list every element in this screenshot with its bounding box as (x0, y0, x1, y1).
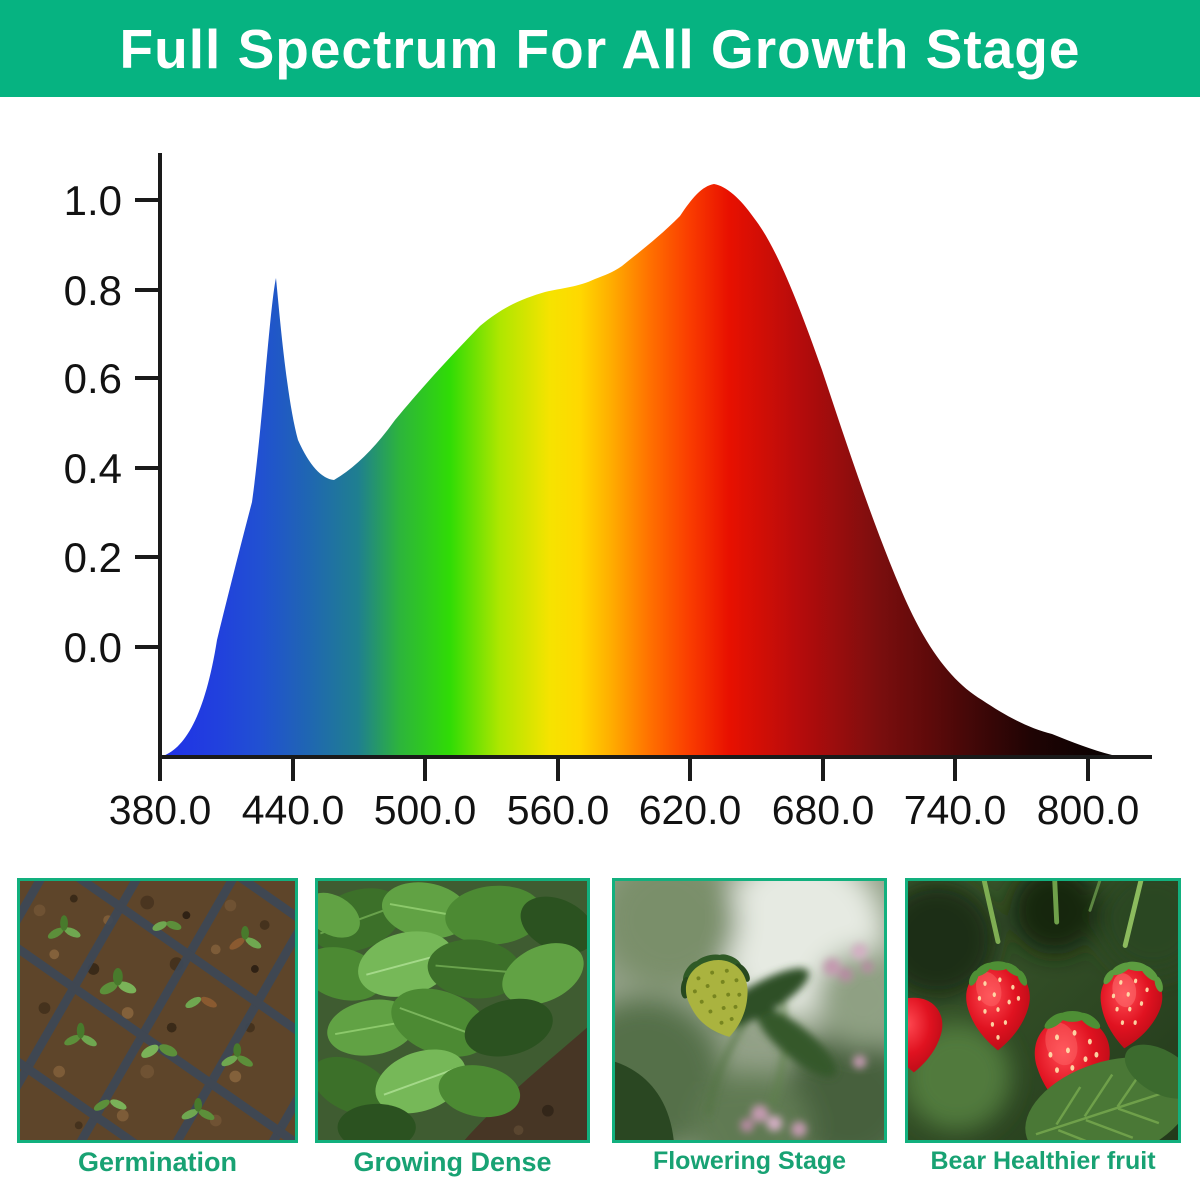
svg-text:0.0: 0.0 (64, 624, 122, 671)
seedlings (47, 915, 262, 1121)
growing-dense-photo (315, 878, 590, 1143)
x-axis-labels: 380.0 440.0 500.0 560.0 620.0 680.0 740.0 800.0 (109, 787, 1140, 833)
strawberry-left-partial (908, 997, 943, 1073)
y-axis-ticks (135, 198, 158, 649)
germination-illustration (20, 881, 295, 1140)
stage-label-flowering: Flowering Stage (652, 1147, 847, 1175)
svg-text:620.0: 620.0 (639, 787, 742, 833)
pink-flowers (740, 943, 874, 1138)
stage-label-germination: Germination (77, 1147, 238, 1177)
svg-text:680.0: 680.0 (772, 787, 875, 833)
stems (981, 881, 1144, 948)
spectrum-curve (160, 184, 1150, 757)
bear-fruit-photo (905, 878, 1181, 1143)
svg-text:0.2: 0.2 (64, 534, 122, 581)
bear-fruit-illustration (908, 881, 1178, 1140)
svg-text:560.0: 560.0 (507, 787, 610, 833)
svg-text:380.0: 380.0 (109, 787, 212, 833)
spectrum-chart: 1.0 0.8 0.6 0.4 0.2 0.0 380.0 440.0 500.0 560.0 6… (64, 153, 1152, 833)
svg-text:440.0: 440.0 (242, 787, 345, 833)
svg-text:740.0: 740.0 (904, 787, 1007, 833)
page-title: Full Spectrum For All Growth Stage (119, 17, 1081, 80)
germination-photo (17, 878, 298, 1143)
foreground-leaf (615, 1061, 674, 1140)
svg-text:0.4: 0.4 (64, 445, 122, 492)
svg-text:500.0: 500.0 (374, 787, 477, 833)
flowering-stage-photo (612, 878, 887, 1143)
sepals (968, 961, 1028, 986)
seed-tray-grid (20, 881, 295, 1140)
green-strawberry (680, 954, 750, 1037)
svg-text:0.8: 0.8 (64, 267, 122, 314)
growing-dense-illustration (318, 881, 587, 1140)
small-leaf (1124, 1044, 1178, 1099)
stage-label-growing-dense: Growing Dense (353, 1147, 552, 1177)
blurred-foliage (908, 881, 1178, 1131)
leaves (318, 882, 587, 1140)
flowering-stage-illustration (615, 881, 884, 1140)
soil-speckles (33, 894, 270, 1130)
x-axis-ticks (158, 759, 1090, 781)
strawberry-3 (1100, 961, 1163, 1049)
svg-text:0.6: 0.6 (64, 355, 122, 402)
strawberry-1 (966, 961, 1030, 1051)
blurred-background (615, 881, 884, 1140)
spectrum-chart-area: 1.0 0.8 0.6 0.4 0.2 0.0 380.0 440.0 500.0 560.0 6… (0, 90, 1200, 865)
strawberry-seeds (692, 968, 742, 1025)
chart-axes (135, 153, 1152, 781)
svg-text:1.0: 1.0 (64, 177, 122, 224)
svg-text:800.0: 800.0 (1037, 787, 1140, 833)
stage-label-fruit: Bear Healthier fruit (930, 1147, 1156, 1175)
y-axis-labels: 1.0 0.8 0.6 0.4 0.2 0.0 (64, 177, 122, 671)
title-banner: Full Spectrum For All Growth Stage (0, 0, 1200, 97)
